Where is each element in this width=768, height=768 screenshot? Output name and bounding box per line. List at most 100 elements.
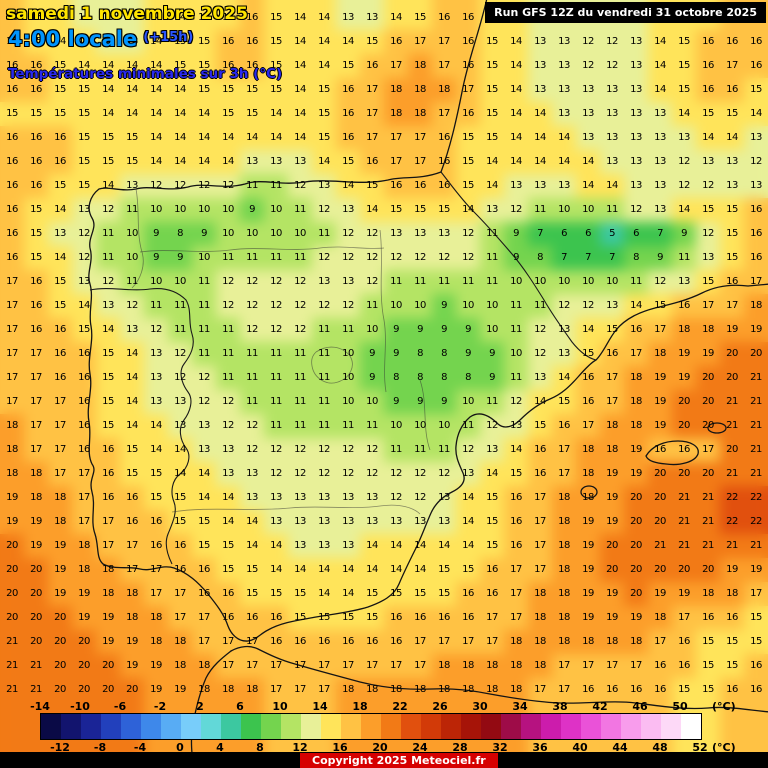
temp-value: 14 [318,564,330,575]
temp-value: 15 [78,132,90,143]
temp-value: 14 [558,372,570,383]
temp-value: 14 [318,60,330,71]
temp-value: 12 [486,420,498,431]
temp-value: 16 [30,276,42,287]
temp-value: 21 [678,540,690,551]
temp-value: 14 [318,156,330,167]
temp-value: 13 [630,36,642,47]
temp-value: 19 [606,468,618,479]
temp-value: 12 [462,444,474,455]
temp-value: 12 [582,300,594,311]
temp-value: 13 [126,180,138,191]
temp-value: 20 [702,468,714,479]
temp-value: 12 [150,180,162,191]
temp-value: 12 [366,228,378,239]
temp-value: 14 [102,324,114,335]
temp-value: 12 [246,444,258,455]
temp-value: 11 [270,372,282,383]
temp-value: 21 [702,516,714,527]
temp-value: 13 [438,228,450,239]
temp-value: 18 [702,324,714,335]
temp-value: 6 [585,228,591,239]
temp-value: 11 [246,180,258,191]
temp-value: 16 [606,684,618,695]
temp-value: 14 [126,420,138,431]
temp-value: 16 [6,156,18,167]
temp-value: 13 [270,156,282,167]
temp-value: 12 [294,300,306,311]
temp-value: 16 [102,444,114,455]
scale-color-cell [141,714,161,739]
temp-value: 16 [174,564,186,575]
temp-value: 19 [582,516,594,527]
temp-value: 12 [534,324,546,335]
temp-value: 12 [198,180,210,191]
temp-value: 16 [126,516,138,527]
temp-value: 16 [438,12,450,23]
temp-value: 12 [582,60,594,71]
temp-value: 17 [630,348,642,359]
temp-value: 18 [150,612,162,623]
temp-value: 15 [726,204,738,215]
temp-value: 11 [366,420,378,431]
temp-value: 11 [294,348,306,359]
temp-value: 16 [390,36,402,47]
scale-tick-label: 26 [432,700,448,713]
temp-value: 21 [750,540,762,551]
temp-value: 14 [102,180,114,191]
temp-value: 9 [393,396,399,407]
temp-value: 10 [366,324,378,335]
temp-value: 15 [486,60,498,71]
temp-value: 16 [414,180,426,191]
temp-value: 15 [126,468,138,479]
temp-value: 11 [366,300,378,311]
temp-value: 13 [750,180,762,191]
temp-value: 14 [150,444,162,455]
temp-value: 17 [414,156,426,167]
temp-value: 12 [438,468,450,479]
temp-value: 17 [102,516,114,527]
temp-value: 10 [390,420,402,431]
temp-value: 12 [678,156,690,167]
temp-value: 14 [510,444,522,455]
temp-value: 13 [702,156,714,167]
temp-value: 16 [750,36,762,47]
scale-color-cell [181,714,201,739]
temp-value: 13 [270,516,282,527]
temp-value: 17 [606,660,618,671]
temp-value: 20 [606,564,618,575]
temp-value: 14 [414,564,426,575]
temp-value: 17 [78,516,90,527]
temp-value: 21 [750,468,762,479]
temp-value: 12 [414,468,426,479]
temp-value: 12 [294,276,306,287]
temp-value: 14 [654,84,666,95]
temp-value: 19 [630,444,642,455]
temp-value: 10 [462,396,474,407]
temp-value: 16 [630,684,642,695]
temp-value: 19 [150,660,162,671]
temp-value: 17 [438,636,450,647]
temp-value: 6 [633,228,639,239]
temp-value: 17 [438,108,450,119]
temp-value: 13 [606,300,618,311]
scale-color-cell [481,714,501,739]
temp-value: 17 [318,684,330,695]
temp-value: 13 [750,132,762,143]
temp-value: 12 [438,252,450,263]
scale-color-cell [121,714,141,739]
temp-value: 19 [606,612,618,623]
temp-value: 11 [294,372,306,383]
temp-value: 18 [78,540,90,551]
temp-value: 17 [342,660,354,671]
temp-value: 20 [702,420,714,431]
temp-value: 12 [702,228,714,239]
temp-value: 14 [222,492,234,503]
temp-value: 11 [174,324,186,335]
scale-color-cell [441,714,461,739]
temp-value: 18 [438,660,450,671]
temp-value: 11 [294,396,306,407]
temp-value: 14 [342,564,354,575]
temp-value: 14 [390,12,402,23]
temp-value: 8 [465,372,471,383]
